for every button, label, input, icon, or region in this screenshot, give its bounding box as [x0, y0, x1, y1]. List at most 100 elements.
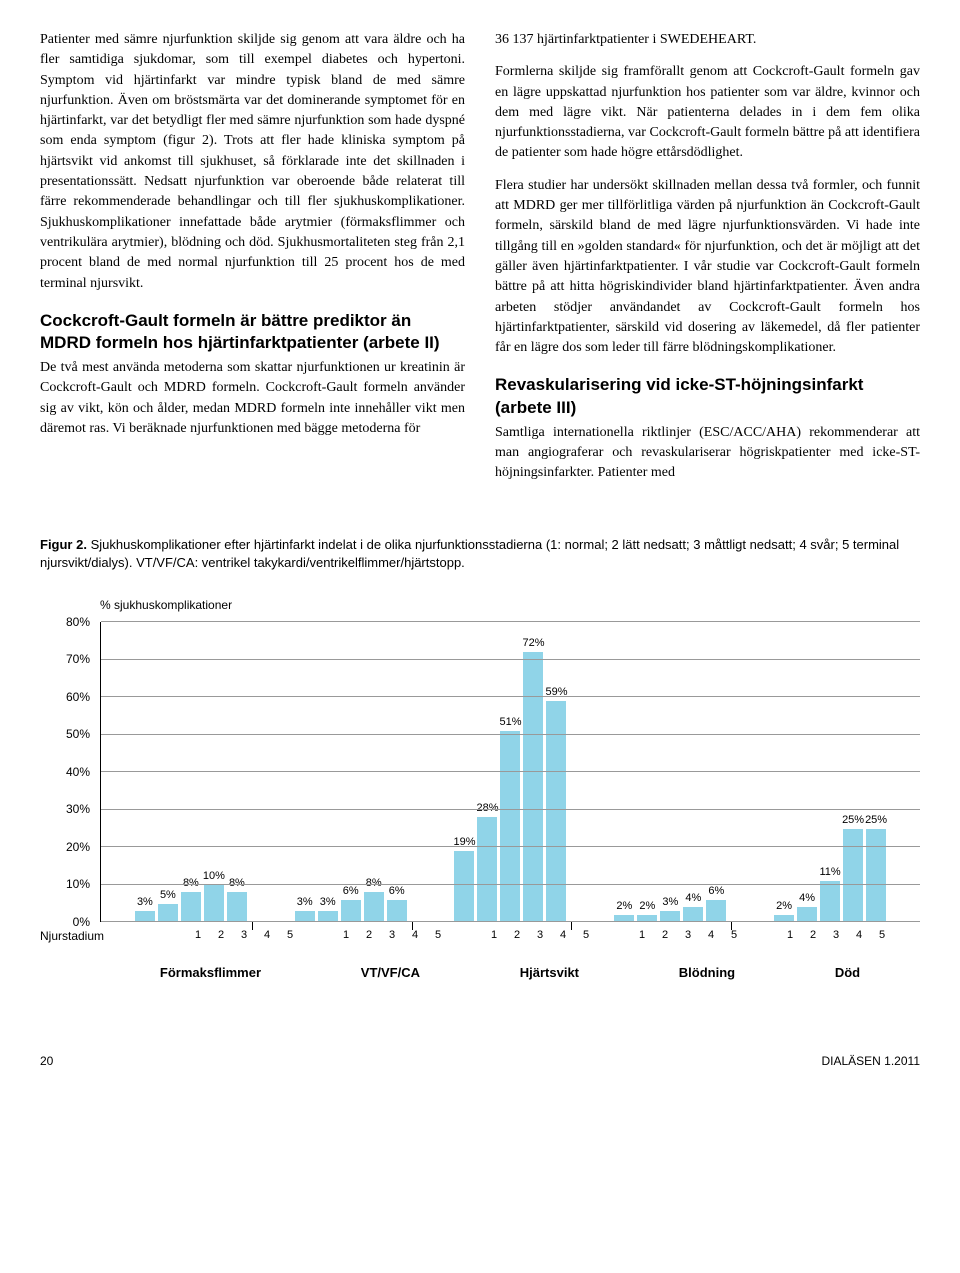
group-name-label: Blödning	[679, 964, 735, 983]
bar-value-label: 6%	[389, 884, 405, 900]
bar-group: 2%2%3%4%6%	[614, 622, 726, 922]
bar-value-label: 6%	[343, 884, 359, 900]
x-stage-group: 12345	[188, 928, 300, 945]
x-stage-label: 5	[872, 928, 892, 945]
bar-value-label: 19%	[453, 835, 475, 851]
section-heading: Revaskularisering vid icke-ST-höjningsin…	[495, 374, 920, 418]
bar-wrap: 72%	[523, 622, 543, 922]
bar-wrap: 10%	[204, 622, 224, 922]
publication-ref: DIALÄSEN 1.2011	[821, 1053, 920, 1070]
x-stage-label: 3	[530, 928, 550, 945]
x-stage-label: 3	[826, 928, 846, 945]
group-divider	[731, 922, 732, 930]
x-stage-label: 4	[257, 928, 277, 945]
body-paragraph: Flera studier har undersökt skillnaden m…	[495, 176, 920, 359]
x-stage-labels: 1234512345123451234512345	[100, 922, 920, 945]
bar-value-label: 51%	[499, 715, 521, 731]
grid-line	[101, 696, 920, 697]
group-name-label: Död	[835, 964, 860, 983]
bar-wrap: 11%	[820, 622, 840, 922]
x-stage-label: 2	[803, 928, 823, 945]
figure-caption-bold: Figur 2.	[40, 537, 87, 552]
grid-line	[101, 771, 920, 772]
x-stage-label: 5	[280, 928, 300, 945]
chart-y-title: % sjukhuskomplikationer	[40, 597, 920, 614]
bar-wrap: 2%	[614, 622, 634, 922]
bar-wrap: 51%	[500, 622, 520, 922]
plot-area: 3%5%8%10%8%3%3%6%8%6%19%28%51%72%59%2%2%…	[100, 622, 920, 922]
bar-wrap: 3%	[660, 622, 680, 922]
bar-wrap: 25%	[843, 622, 863, 922]
bar-wrap: 4%	[797, 622, 817, 922]
x-stage-label: 4	[701, 928, 721, 945]
y-axis: 80%70%60%50%40%30%20%10%0%	[40, 622, 100, 922]
group-name-label: Förmaksflimmer	[160, 964, 261, 983]
bar-value-label: 72%	[522, 636, 544, 652]
body-paragraph: 36 137 hjärtinfarktpatienter i SWEDEHEAR…	[495, 30, 920, 50]
bar-value-label: 3%	[137, 895, 153, 911]
bar-value-label: 4%	[799, 891, 815, 907]
bar: 8%	[181, 892, 201, 922]
x-stage-group: 12345	[632, 928, 744, 945]
grid-line	[101, 621, 920, 622]
bar-value-label: 25%	[842, 813, 864, 829]
bar-wrap: 3%	[318, 622, 338, 922]
bar: 51%	[500, 731, 520, 922]
bar-wrap: 3%	[135, 622, 155, 922]
grid-line	[101, 734, 920, 735]
group-divider	[252, 922, 253, 930]
bar-value-label: 11%	[819, 865, 840, 881]
body-paragraph: Samtliga internationella riktlinjer (ESC…	[495, 423, 920, 484]
bar-wrap: 6%	[341, 622, 361, 922]
bar: 10%	[204, 885, 224, 923]
bar: 25%	[843, 829, 863, 923]
x-stage-label: 1	[188, 928, 208, 945]
x-stage-label: 1	[336, 928, 356, 945]
page-footer: 20 DIALÄSEN 1.2011	[40, 1053, 920, 1070]
x-stage-label: 5	[724, 928, 744, 945]
bar-wrap: 8%	[181, 622, 201, 922]
x-stage-label: 4	[849, 928, 869, 945]
figure-caption-text: Sjukhuskomplikationer efter hjärtinfarkt…	[40, 537, 899, 570]
x-stage-label: 1	[632, 928, 652, 945]
grid-line	[101, 921, 920, 922]
chart-area: 80%70%60%50%40%30%20%10%0% 3%5%8%10%8%3%…	[40, 622, 920, 922]
group-divider	[571, 922, 572, 930]
bar-value-label: 2%	[776, 899, 792, 915]
bar-value-label: 5%	[160, 888, 176, 904]
bar-value-label: 59%	[545, 685, 567, 701]
x-stage-label: 3	[382, 928, 402, 945]
bar: 5%	[158, 904, 178, 923]
stage-axis-label: Njurstadium	[40, 922, 100, 945]
grid-line	[101, 884, 920, 885]
x-stage-group: 12345	[780, 928, 892, 945]
bar-wrap: 2%	[774, 622, 794, 922]
bar: 4%	[683, 907, 703, 922]
bar: 28%	[477, 817, 497, 922]
bar-value-label: 25%	[865, 813, 887, 829]
bar-value-label: 2%	[616, 899, 632, 915]
bar-group: 3% 3% 6% 8% 6%	[295, 622, 407, 922]
bar-value-label: 6%	[708, 884, 724, 900]
x-stage-group: 12345	[484, 928, 596, 945]
bar-chart: % sjukhuskomplikationer 80%70%60%50%40%3…	[40, 597, 920, 983]
body-paragraph: De två mest använda metoderna som skatta…	[40, 358, 465, 439]
bar-value-label: 10%	[203, 869, 225, 885]
x-stage-label: 1	[780, 928, 800, 945]
bar-wrap: 6%	[706, 622, 726, 922]
bar-wrap: 25%	[866, 622, 886, 922]
group-name-label: VT/VF/CA	[361, 964, 420, 983]
bar: 8%	[364, 892, 384, 922]
bar: 8%	[227, 892, 247, 922]
bar-group: 2%4%11%25%25%	[774, 622, 886, 922]
bar-wrap: 2%	[637, 622, 657, 922]
bar-wrap: 5%	[158, 622, 178, 922]
bar-wrap: 8%	[364, 622, 384, 922]
bar-value-label: 3%	[297, 895, 313, 911]
x-stage-label: 5	[576, 928, 596, 945]
x-stage-label: 3	[234, 928, 254, 945]
bar: 72%	[523, 652, 543, 922]
bar: 11%	[820, 881, 840, 922]
bar-wrap: 6%	[387, 622, 407, 922]
bar-groups-row: 3%5%8%10%8%3%3%6%8%6%19%28%51%72%59%2%2%…	[101, 622, 920, 922]
